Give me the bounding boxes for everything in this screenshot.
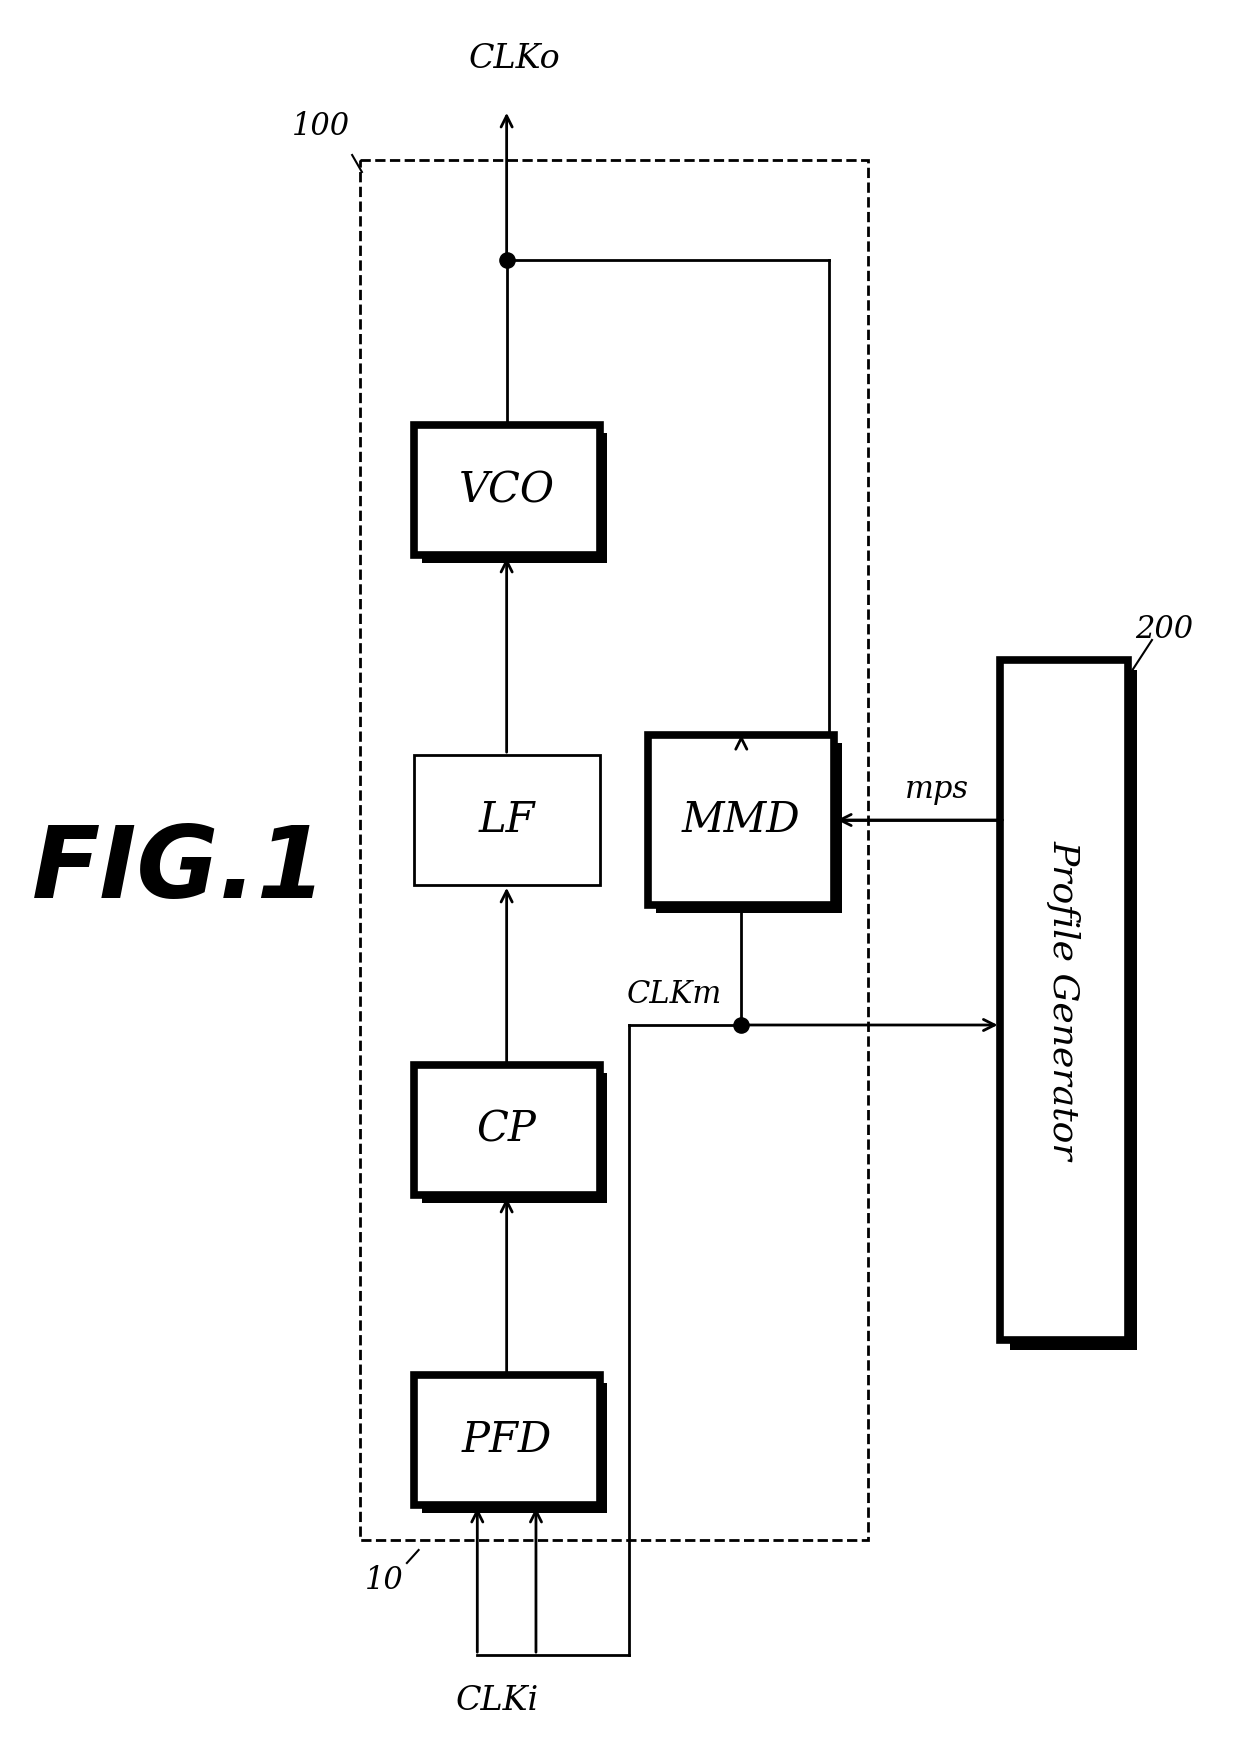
Text: 200: 200	[1136, 614, 1193, 645]
Bar	[422, 1073, 608, 1203]
Bar	[422, 433, 608, 563]
Bar	[414, 424, 599, 556]
Text: CLKo: CLKo	[469, 44, 560, 75]
Text: LF: LF	[479, 799, 534, 841]
Bar	[414, 1066, 599, 1196]
Text: PFD: PFD	[461, 1418, 552, 1460]
Text: VCO: VCO	[459, 470, 554, 512]
Bar	[1011, 670, 1137, 1350]
Text: MMD: MMD	[682, 799, 801, 841]
Text: CLKi: CLKi	[455, 1685, 538, 1716]
Text: mps: mps	[905, 775, 968, 805]
Bar	[360, 160, 868, 1539]
Point	[497, 245, 517, 273]
Text: 100: 100	[293, 110, 350, 142]
Text: CLKm: CLKm	[626, 978, 722, 1010]
Bar	[414, 1374, 599, 1506]
Bar	[422, 1383, 608, 1513]
Text: Profile Generator: Profile Generator	[1047, 840, 1081, 1160]
Text: CP: CP	[476, 1110, 537, 1152]
Point	[732, 1011, 751, 1040]
Bar	[656, 743, 842, 913]
Bar	[414, 756, 599, 885]
Bar	[1001, 659, 1127, 1339]
Text: FIG.1: FIG.1	[31, 822, 326, 919]
Bar	[649, 735, 835, 905]
Text: 10: 10	[366, 1565, 404, 1595]
